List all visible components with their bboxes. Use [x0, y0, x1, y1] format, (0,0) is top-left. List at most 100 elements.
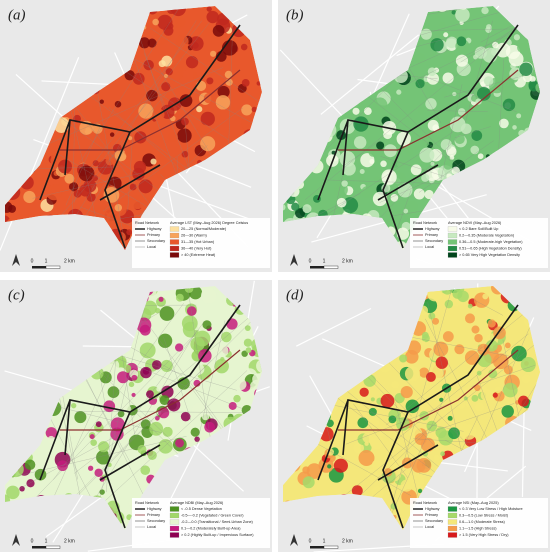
raster-patch [128, 501, 133, 506]
road-legend-label: Primary [147, 513, 160, 517]
raster-patch [535, 82, 540, 94]
raster-patch [535, 365, 540, 379]
raster-patch [422, 331, 429, 339]
road-legend-label: Highway [425, 507, 440, 511]
raster-patch [471, 394, 479, 402]
raster-patch [206, 77, 214, 85]
legend-swatch [169, 252, 180, 258]
raster-patch [167, 64, 184, 81]
raster-patch [511, 345, 527, 362]
raster-patch [383, 468, 393, 477]
raster-patch [475, 402, 485, 412]
scale-bar [32, 546, 46, 549]
raster-patch [369, 158, 375, 165]
raster-patch [157, 150, 170, 162]
local-road [345, 402, 453, 445]
raster-patch [26, 479, 35, 488]
legend-label: -0.2—0.0 (Transitional / Semi-Urban Zone… [181, 520, 254, 524]
raster-patch [404, 366, 421, 382]
raster-patch [162, 426, 173, 437]
legend-label: 0.6—1.0 (Moderate Stress) [459, 520, 506, 524]
local-road [424, 76, 517, 112]
raster-patch [445, 36, 458, 49]
local-road [102, 107, 244, 212]
raster-patch [83, 103, 88, 108]
raster-patch [151, 360, 162, 370]
raster-patch [235, 378, 247, 391]
raster-patch [138, 103, 154, 119]
scale-label: 1 [323, 538, 326, 544]
raster-patch [161, 82, 171, 92]
primary-road [60, 69, 241, 151]
road-legend-label: Local [147, 245, 156, 249]
local-road [379, 180, 429, 203]
legend-label: < -0.5 Dense Vegetation [181, 507, 222, 511]
north-arrow [290, 534, 298, 546]
raster-patch [413, 52, 426, 65]
local-road [127, 136, 133, 211]
raster-patch [428, 312, 436, 320]
map-panel: (d) Road Network Highway Primary Secondary Lo… [278, 280, 550, 552]
raster-patch [180, 411, 191, 422]
raster-patch [358, 449, 375, 466]
local-road [98, 370, 248, 507]
raster-patch [192, 42, 199, 49]
raster-patch [215, 95, 231, 110]
raster-patch [181, 315, 198, 332]
raster-patch [24, 459, 36, 471]
raster-patch [447, 415, 453, 421]
raster-patch [383, 144, 397, 158]
raster-patch [243, 338, 253, 347]
scale-label: 1 [323, 258, 326, 264]
raster-patch [433, 454, 440, 461]
raster-patch [432, 317, 440, 325]
road-legend-label: Secondary [147, 239, 165, 243]
raster-patch [336, 197, 347, 208]
raster-patch [359, 169, 365, 175]
raster-patch [518, 395, 529, 407]
road-legend-title: Road Network [413, 221, 437, 225]
raster-patch [421, 341, 426, 346]
raster-patch [200, 287, 217, 304]
raster-patch [106, 211, 121, 225]
raster-patch [406, 340, 422, 355]
raster-patch [152, 18, 159, 26]
raster-patch [396, 439, 401, 444]
local-road [163, 337, 192, 421]
local-road [425, 403, 515, 435]
legend-swatch [169, 226, 180, 232]
raster-patch [160, 359, 173, 373]
raster-patch [444, 299, 454, 309]
raster-patch [353, 116, 369, 132]
raster-patch [369, 435, 384, 450]
raster-patch [492, 392, 498, 398]
raster-patch [210, 50, 217, 57]
raster-patch [88, 465, 94, 471]
north-arrow [12, 254, 20, 266]
raster-patch [149, 421, 164, 436]
raster-patch [212, 25, 225, 37]
local-road [380, 156, 445, 177]
raster-patch [175, 22, 181, 29]
raster-patch [430, 161, 435, 166]
raster-patch [391, 380, 400, 389]
local-road [386, 295, 540, 426]
legend-swatch [447, 512, 458, 519]
local-road [29, 333, 196, 504]
local-road [17, 436, 187, 477]
legend-label: 0.3—0.5 (Low Stress / Moist) [459, 514, 509, 518]
raster-patch [241, 350, 248, 357]
raster-patch [283, 203, 286, 211]
raster-patch [443, 32, 449, 38]
raster-patch [91, 105, 98, 112]
local-road [79, 8, 180, 164]
raster-patch [191, 402, 207, 418]
panel-label: (d) [286, 287, 304, 303]
road-legend-label: Primary [147, 233, 160, 237]
raster-patch [357, 174, 365, 181]
raster-patch [161, 90, 172, 101]
raster-patch [439, 21, 446, 29]
road-legend-title: Road Network [135, 501, 159, 505]
raster-patch [190, 336, 205, 352]
raster-patch [420, 28, 432, 40]
